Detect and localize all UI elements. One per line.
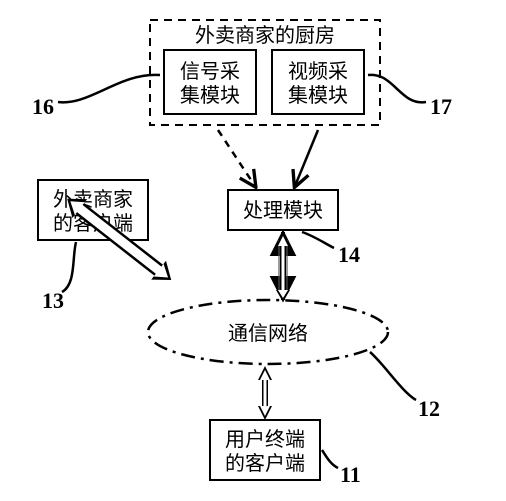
network-label: 通信网络 <box>228 322 308 345</box>
user-client-box: 用户终端 的客户端 <box>210 420 320 480</box>
ref-13-leader <box>62 242 76 292</box>
signal-label-1: 信号采 <box>180 60 240 83</box>
video-label-1: 视频采 <box>288 60 348 83</box>
kitchen-label: 外卖商家的厨房 <box>195 24 335 47</box>
video-label-2: 集模块 <box>288 84 348 107</box>
ref-14-leader <box>302 232 334 248</box>
user-label-1: 用户终端 <box>225 428 305 451</box>
ref-11: 11 <box>340 462 361 487</box>
proc-label: 处理模块 <box>243 199 323 222</box>
edge-signal-proc <box>218 130 255 186</box>
signal-module-box: 信号采 集模块 <box>164 50 256 114</box>
user-label-2: 的客户端 <box>225 452 305 475</box>
ref-14: 14 <box>338 242 360 267</box>
ref-16-leader <box>58 75 160 103</box>
network-ellipse: 通信网络 <box>148 300 388 364</box>
video-module-box: 视频采 集模块 <box>272 50 364 114</box>
ref-11-leader <box>322 450 338 468</box>
ref-17: 17 <box>430 94 452 119</box>
ref-12: 12 <box>418 396 440 421</box>
signal-label-2: 集模块 <box>180 84 240 107</box>
merchant-label-1: 外卖商家 <box>53 188 133 211</box>
ref-17-leader <box>368 75 426 103</box>
merchant-client-box: 外卖商家 的客户端 <box>38 180 148 240</box>
edge-network-user <box>258 366 272 420</box>
proc-module-box: 处理模块 <box>228 190 338 230</box>
edge-proc-network-shape <box>276 232 290 302</box>
ref-12-leader <box>370 352 416 400</box>
ref-13: 13 <box>42 288 64 313</box>
edge-video-proc <box>295 130 318 186</box>
ref-16: 16 <box>32 94 54 119</box>
ref-leaders <box>58 75 426 468</box>
